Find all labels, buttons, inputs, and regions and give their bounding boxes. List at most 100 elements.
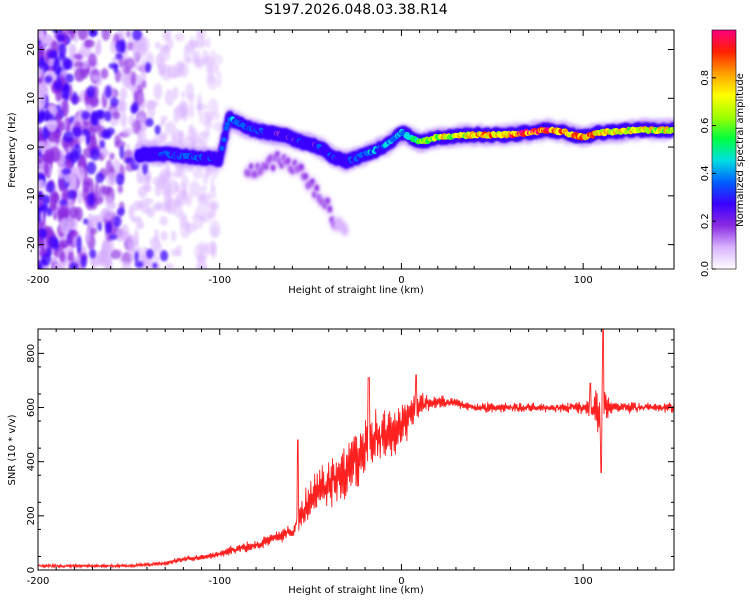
spectrogram-noise-blob [188, 180, 201, 198]
spectrogram-noise-blob [164, 197, 177, 215]
spectrogram-noise-blob [177, 102, 189, 117]
spectrogram-ridge-core [224, 121, 230, 128]
spectrogram-noise-core [109, 97, 119, 107]
spectrogram-noise-blob [40, 194, 51, 205]
spectrogram-noise-blob [40, 210, 45, 223]
spectrogram-noise-core [38, 149, 42, 157]
spectrogram-noise-blob [121, 75, 132, 88]
spectrogram-noise-core [53, 238, 59, 251]
spectrogram-noise-core [152, 262, 158, 269]
spectrogram-noise-blob [217, 71, 222, 88]
snr-x-label: Height of straight line (km) [288, 585, 424, 596]
spectrogram-noise-blob [58, 121, 65, 133]
figure-title: S197.2026.048.03.38.R14 [264, 2, 447, 18]
spectrogram-noise-blob [161, 64, 173, 81]
spectrogram-noise-blob [141, 80, 147, 89]
spectrogram-noise-core [38, 110, 45, 121]
spectrogram-noise-blob [165, 38, 174, 51]
spectrogram-noise-blob [61, 99, 69, 118]
spectrogram-branch-point [270, 164, 276, 172]
spectrogram-noise-blob [76, 235, 82, 253]
spectrogram-noise-blob [137, 129, 147, 146]
spectrogram-x-label: Height of straight line (km) [288, 285, 424, 296]
spectrogram-noise-core [99, 140, 105, 149]
spectrogram-ridge-layer [132, 107, 674, 174]
spectrogram-noise-core [97, 221, 103, 232]
spectrogram-noise-blob [132, 119, 141, 135]
spectrogram-noise-blob [199, 185, 208, 193]
spectrogram-noise-blob [58, 176, 65, 192]
spectrogram-noise-blob [159, 215, 169, 226]
spectrogram-noise-blob [178, 62, 189, 78]
snr-panel: -200 -100 0 100 0 200 400 600 800 Height of str… [7, 328, 675, 596]
spectrogram-noise-core [109, 234, 118, 241]
spectrogram-ridge-core [670, 127, 674, 134]
spectrogram-noise-blob [166, 169, 171, 187]
spectrogram-noise-core [113, 63, 119, 74]
spectrogram-noise-core [89, 147, 100, 161]
snr-y-tick-label: 800 [26, 344, 37, 363]
spectrogram-ridge-core [217, 155, 223, 161]
snr-frame [37, 328, 675, 571]
spectrogram-noise-core [86, 85, 96, 98]
spectrogram-ridge-core [218, 151, 224, 157]
spectrogram-noise-blob [207, 98, 219, 116]
spectrogram-noise-blob [38, 179, 45, 189]
colorbar-ticks: 0.0 0.2 0.4 0.6 0.8 [700, 70, 716, 277]
spectrogram-noise-blob [137, 185, 148, 199]
spectrogram-noise-blob [126, 30, 131, 38]
spectrogram-noise-blob [156, 243, 163, 253]
spectrogram-noise-blob [146, 207, 155, 218]
spectrogram-noise-blob [171, 133, 177, 145]
spectrogram-noise-blob [188, 101, 195, 119]
spectrogram-noise-blob [77, 30, 89, 41]
spectrogram-noise-blob [170, 230, 177, 242]
spectrogram-noise-blob [130, 70, 137, 86]
snr-x-tick-label: 100 [574, 576, 593, 587]
spectrogram-branch-point [309, 178, 315, 186]
spectrogram-noise-blob [65, 73, 74, 84]
spectrogram-noise-blob [49, 146, 61, 163]
spectrogram-noise-core [46, 207, 53, 217]
snr-x-tick-label: -200 [27, 576, 50, 587]
spectrogram-noise-blob [173, 106, 180, 124]
spectrogram-noise-blob [38, 140, 47, 149]
spectrogram-noise-core [132, 30, 142, 41]
spectrogram-noise-blob [212, 121, 224, 132]
spectrogram-noise-blob [146, 173, 151, 189]
spectrogram-noise-blob [203, 55, 211, 63]
colorbar-label: Normalized spectral amplitude [735, 73, 746, 227]
spectrogram-x-tick-label: 100 [574, 275, 593, 286]
snr-y-tick-label: 0 [26, 567, 37, 573]
spectrogram-noise-blob [38, 97, 43, 115]
spectrogram-noise-blob [134, 228, 139, 247]
spectrogram-noise-blob [191, 213, 202, 222]
spectrogram-noise-blob [82, 176, 94, 187]
spectrogram-noise-blob [38, 264, 43, 269]
spectrogram-noise-core [103, 131, 112, 140]
spectrogram-noise-core [52, 30, 62, 35]
spectrogram-noise-core [44, 75, 53, 84]
spectrogram-noise-core [70, 150, 79, 164]
spectrogram-noise-blob [152, 245, 158, 260]
spectrogram-noise-blob [154, 41, 162, 49]
spectrogram-noise-blob [88, 53, 97, 68]
spectrogram-noise-blob [106, 172, 118, 187]
spectrogram-noise-blob [76, 189, 84, 205]
spectrogram-y-tick-label: -20 [26, 236, 37, 252]
spectrogram-noise-blob [155, 201, 163, 210]
spectrogram-noise-core [71, 126, 82, 138]
spectrogram-noise-blob [134, 89, 144, 106]
spectrogram-noise-blob [209, 226, 221, 239]
spectrogram-ridge-core [222, 131, 228, 137]
spectrogram-noise-blob [121, 260, 132, 269]
spectrogram-noise-blob [124, 57, 136, 69]
spectrogram-noise-blob [187, 93, 195, 103]
spectrogram-noise-blob [68, 230, 78, 237]
spectrogram-noise-blob [84, 39, 92, 48]
spectrogram-noise-blob [46, 118, 58, 132]
spectrogram-x-ticks: -200 -100 0 100 [27, 30, 657, 286]
spectrogram-noise-core [115, 52, 123, 60]
spectrogram-noise-blob [38, 44, 45, 59]
spectrogram-noise-core [104, 110, 112, 122]
